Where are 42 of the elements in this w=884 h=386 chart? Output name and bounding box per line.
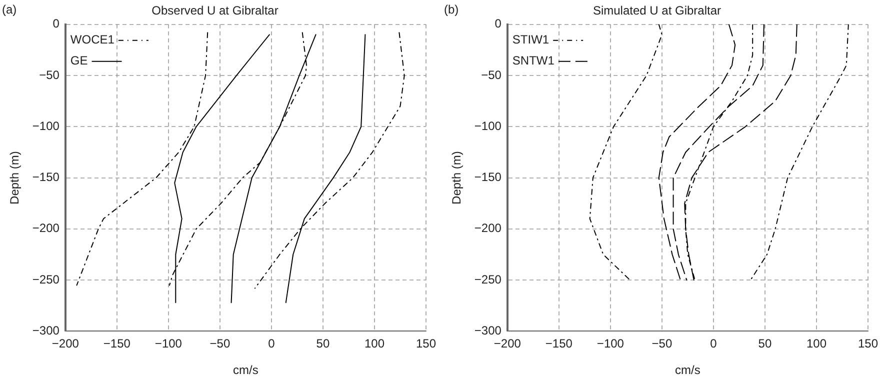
x-tick-label: 50 [758,336,772,351]
y-tick-label: −200 [474,221,502,236]
y-tick-label: −250 [32,272,60,286]
y-tick-label: −150 [474,170,502,184]
x-tick-label: −100 [596,336,624,351]
x-tick-label: −50 [652,336,672,351]
y-tick-label: −300 [32,324,60,338]
y-tick-label: 0 [494,16,502,31]
y-tick-label: −300 [474,324,502,338]
x-tick-label: −100 [154,336,182,351]
text: (a) [2,2,17,16]
x-tick-label: 0 [710,336,718,351]
y-tick-label: −100 [32,118,60,133]
x-tick-label: 150 [416,336,436,351]
y-tick-label: −50 [39,68,60,82]
x-tick-label: −200 [52,336,80,351]
x-tick-label: −150 [545,336,573,351]
y-axis-title: Depth (m) [450,151,464,204]
x-tick-label: 100 [806,336,827,351]
chart-title: Simulated U at Gibraltar [592,4,722,18]
y-tick-label: −50 [481,68,502,82]
legend-label: GE [70,54,88,68]
y-axis-title: Depth (m) [8,151,22,204]
x-tick-label: 100 [364,336,385,351]
x-axis-title: cm/s [233,363,258,378]
text: (b) [444,2,459,16]
y-tick-label: −150 [32,170,60,184]
x-tick-label: 150 [858,336,878,351]
x-tick-label: −150 [103,336,131,351]
x-axis-title: cm/s [675,363,700,378]
legend-label: SNTW1 [512,54,555,68]
x-tick-label: 50 [316,336,330,351]
x-tick-label: −200 [494,336,522,351]
chart-title: Observed U at Gibraltar [152,4,278,18]
y-tick-label: 0 [52,16,60,31]
x-tick-label: −50 [210,336,230,351]
legend-label: WOCE1 [70,32,115,47]
legend-label: STIW1 [512,32,550,47]
x-tick-label: 0 [268,336,276,351]
y-tick-label: −250 [474,272,502,286]
y-tick-label: −200 [32,221,60,236]
y-tick-label: −100 [474,118,502,133]
